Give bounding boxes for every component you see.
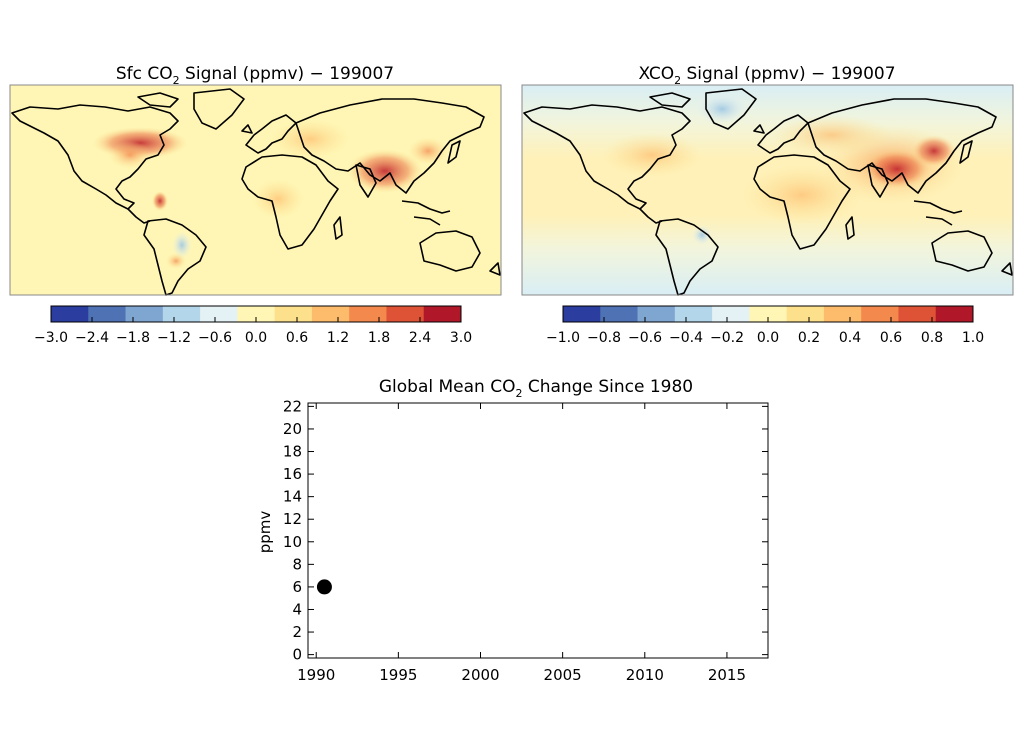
- global-mean-chart: Global Mean CO2 Change Since 1980 ppmv 0…: [256, 377, 769, 684]
- colorbar-segment: [749, 306, 788, 322]
- y-axis-label: ppmv: [256, 511, 274, 554]
- map-b-frame: [521, 84, 1014, 296]
- y-tick-label: 20: [283, 420, 302, 438]
- colorbar-tick-label: 0.0: [245, 330, 267, 346]
- colorbar-segment: [712, 306, 750, 322]
- colorbar-tick-label: 0.6: [880, 330, 902, 346]
- map-b-colorbar: −1.0 −0.8 −0.6 −0.4 −0.2 0.0 0.2 0.4 0.6 0.8 1.0: [546, 305, 984, 346]
- colorbar-tick-label: 0.4: [839, 330, 861, 346]
- colorbar-segment: [861, 306, 899, 322]
- colorbar-tick-label: −1.0: [546, 330, 580, 346]
- colorbar-tick-label: −0.6: [628, 330, 662, 346]
- colorbar-segment: [600, 306, 639, 322]
- y-tick-label: 4: [292, 600, 302, 618]
- y-tick-label: 0: [292, 646, 302, 664]
- colorbar-segment: [162, 306, 201, 322]
- colorbar-segment: [674, 306, 713, 322]
- map-a-frame: [9, 84, 502, 296]
- plot-frame: [307, 402, 769, 659]
- colorbar-segment: [349, 306, 387, 322]
- colorbar-segment: [51, 306, 89, 322]
- y-tick-label: 16: [283, 465, 302, 483]
- data-point: [316, 579, 332, 595]
- colorbar-segment: [88, 306, 127, 322]
- colorbar-tick-label: 1.8: [368, 330, 390, 346]
- colorbar-segment: [563, 306, 601, 322]
- colorbar-segment: [274, 306, 313, 322]
- data-points: [316, 579, 332, 595]
- y-tick-label: 2: [292, 623, 302, 641]
- colorbar-segment: [898, 306, 937, 322]
- colorbar-segment: [386, 306, 425, 322]
- colorbar-segment: [786, 306, 825, 322]
- colorbar-tick-label: 3.0: [450, 330, 472, 346]
- y-axis: 0 2 4 6 8 10 12 14 16 18 20 22: [283, 397, 768, 664]
- colorbar-segment: [125, 306, 164, 322]
- colorbar-segment: [637, 306, 676, 322]
- colorbar-tick-label: −0.4: [669, 330, 703, 346]
- y-tick-label: 14: [283, 488, 302, 506]
- colorbar-segment: [935, 306, 974, 322]
- map-b-title: XCO2 Signal (ppmv) − 199007: [638, 64, 895, 87]
- colorbar-tick-label: 0.8: [921, 330, 943, 346]
- colorbar-tick-label: −3.0: [34, 330, 68, 346]
- colorbar-segment: [237, 306, 276, 322]
- colorbar-tick-label: 1.2: [327, 330, 349, 346]
- xco2-map-panel: XCO2 Signal (ppmv) − 199007 −1.0 −0.8 −0.6…: [521, 64, 1014, 346]
- map-a-title: Sfc CO2 Signal (ppmv) − 199007: [116, 64, 394, 87]
- x-tick-label: 1990: [297, 666, 335, 684]
- y-tick-label: 18: [283, 443, 302, 461]
- colorbar-segment: [311, 306, 350, 322]
- x-tick-label: 2015: [708, 666, 746, 684]
- x-tick-label: 2005: [544, 666, 582, 684]
- y-tick-label: 6: [292, 578, 302, 596]
- chart-title: Global Mean CO2 Change Since 1980: [379, 377, 693, 400]
- colorbar-tick-label: 1.0: [962, 330, 984, 346]
- colorbar-segment: [823, 306, 862, 322]
- colorbar-segment: [200, 306, 238, 322]
- x-axis: 1990 1995 2000 2005 2010 2015: [297, 403, 746, 684]
- x-tick-label: 2000: [461, 666, 499, 684]
- y-tick-label: 12: [283, 510, 302, 528]
- colorbar-tick-label: −0.2: [710, 330, 744, 346]
- colorbar-tick-label: 2.4: [409, 330, 431, 346]
- y-tick-label: 22: [283, 397, 302, 415]
- colorbar-tick-label: 0.0: [757, 330, 779, 346]
- y-tick-label: 10: [283, 533, 302, 551]
- colorbar-tick-label: −2.4: [75, 330, 109, 346]
- x-tick-label: 1995: [379, 666, 417, 684]
- map-a-colorbar: −3.0 −2.4 −1.8 −1.2 −0.6 0.0 0.6 1.2 1.8 2.4 3.0: [34, 305, 472, 346]
- sfc-co2-map-panel: Sfc CO2 Signal (ppmv) − 199007 −3.0 −2.4−…: [9, 64, 502, 346]
- colorbar-tick-label: −1.2: [157, 330, 191, 346]
- x-tick-label: 2010: [626, 666, 664, 684]
- colorbar-tick-label: −0.8: [587, 330, 621, 346]
- colorbar-tick-label: −0.6: [198, 330, 232, 346]
- colorbar-tick-label: 0.6: [286, 330, 308, 346]
- y-tick-label: 8: [292, 555, 302, 573]
- colorbar-tick-label: 0.2: [798, 330, 820, 346]
- colorbar-segment: [423, 306, 462, 322]
- map-b-signal-field: [602, 93, 964, 245]
- colorbar-tick-label: −1.8: [116, 330, 150, 346]
